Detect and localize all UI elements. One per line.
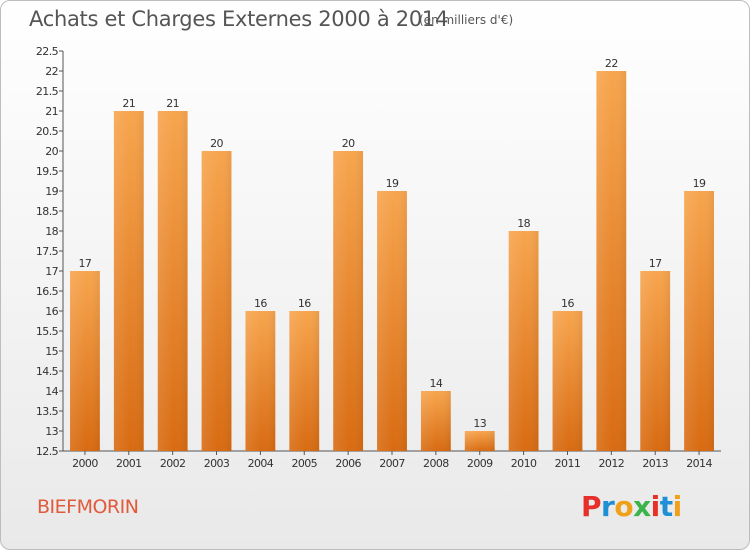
y-tick-label: 21.5 <box>36 85 59 98</box>
bar-shine-2001 <box>113 111 144 451</box>
bar-shine-2010 <box>508 231 539 451</box>
bar-shine-2007 <box>377 191 407 451</box>
bar-shine-2011 <box>552 311 583 451</box>
x-tick-label: 2011 <box>555 457 581 470</box>
x-tick-label: 2003 <box>204 457 230 470</box>
data-label-2003: 20 <box>210 137 223 150</box>
commune-name: BIEFMORIN <box>37 496 139 518</box>
x-tick-label: 2009 <box>467 457 493 470</box>
logo-letter: P <box>581 490 602 523</box>
data-label-2005: 16 <box>298 297 311 310</box>
y-tick-label: 16.5 <box>36 285 59 298</box>
x-tick-label: 2004 <box>248 457 274 470</box>
chart-subtitle: (en milliers d'€) <box>419 13 514 27</box>
y-tick-label: 18 <box>45 225 58 238</box>
x-tick-label: 2002 <box>160 457 186 470</box>
y-tick-label: 17 <box>45 265 58 278</box>
x-tick-label: 2001 <box>116 457 142 470</box>
proxiti-logo[interactable]: Proxiti <box>581 490 682 523</box>
bar-shine-2000 <box>70 271 100 451</box>
y-tick-label: 13 <box>45 425 58 438</box>
data-label-2014: 19 <box>693 177 706 190</box>
logo-letter: i <box>650 490 661 523</box>
logo-letter: i <box>672 490 683 523</box>
x-tick-label: 2000 <box>72 457 98 470</box>
data-label-2004: 16 <box>254 297 267 310</box>
bar-shine-2014 <box>684 191 714 451</box>
chart-bars <box>70 71 714 451</box>
y-tick-label: 12.5 <box>36 445 59 458</box>
logo-letter: t <box>659 490 673 523</box>
y-tick-label: 20 <box>45 145 58 158</box>
data-label-2001: 21 <box>122 97 135 110</box>
data-label-2008: 14 <box>429 377 442 390</box>
x-tick-label: 2006 <box>335 457 361 470</box>
x-tick-label: 2012 <box>599 457 625 470</box>
y-tick-label: 13.5 <box>36 405 59 418</box>
bar-shine-2013 <box>640 271 671 451</box>
x-tick-label: 2005 <box>291 457 317 470</box>
data-label-2009: 13 <box>473 417 486 430</box>
chart-axes: 12.5 13 13.5 14 14.5 15 15.5 16 16.5 17 17.5 18 18.5… <box>36 45 721 470</box>
y-tick-label: 22 <box>45 65 58 78</box>
bar-shine-2008 <box>420 391 451 451</box>
chart-title: Achats et Charges Externes 2000 à 2014 <box>29 7 449 31</box>
data-label-2002: 21 <box>166 97 179 110</box>
y-tick-label: 15.5 <box>36 325 59 338</box>
y-tick-label: 17.5 <box>36 245 59 258</box>
x-tick-label: 2013 <box>642 457 668 470</box>
bar-shine-2009 <box>464 431 495 451</box>
y-tick-label: 14 <box>45 385 58 398</box>
y-tick-label: 14.5 <box>36 365 59 378</box>
data-label-2007: 19 <box>386 177 399 190</box>
y-tick-label: 18.5 <box>36 205 59 218</box>
y-tick-label: 15 <box>45 345 58 358</box>
x-tick-label: 2014 <box>686 457 712 470</box>
x-tick-label: 2010 <box>511 457 537 470</box>
chart-data-labels: 17 21 21 20 16 16 20 19 14 13 18 16 22 17 19 <box>79 57 707 430</box>
bar-shine-2003 <box>201 151 232 451</box>
logo-letter: o <box>614 490 634 523</box>
y-tick-label: 19.5 <box>36 165 59 178</box>
bar-shine-2012 <box>596 71 627 451</box>
x-tick-label: 2008 <box>423 457 449 470</box>
data-label-2006: 20 <box>342 137 355 150</box>
data-label-2010: 18 <box>517 217 530 230</box>
bar-shine-2004 <box>245 311 276 451</box>
x-tick-label: 2007 <box>379 457 405 470</box>
data-label-2013: 17 <box>649 257 662 270</box>
bar-shine-2006 <box>333 151 364 451</box>
bar-shine-2005 <box>289 311 320 451</box>
data-label-2012: 22 <box>605 57 618 70</box>
y-tick-label: 21 <box>45 105 58 118</box>
y-tick-label: 22.5 <box>36 45 59 58</box>
y-tick-label: 16 <box>45 305 58 318</box>
y-tick-label: 19 <box>45 185 58 198</box>
data-label-2011: 16 <box>561 297 574 310</box>
y-tick-label: 20.5 <box>36 125 59 138</box>
logo-letter: x <box>633 490 651 523</box>
logo-letter: r <box>601 490 615 523</box>
data-label-2000: 17 <box>79 257 92 270</box>
bar-shine-2002 <box>157 111 188 451</box>
